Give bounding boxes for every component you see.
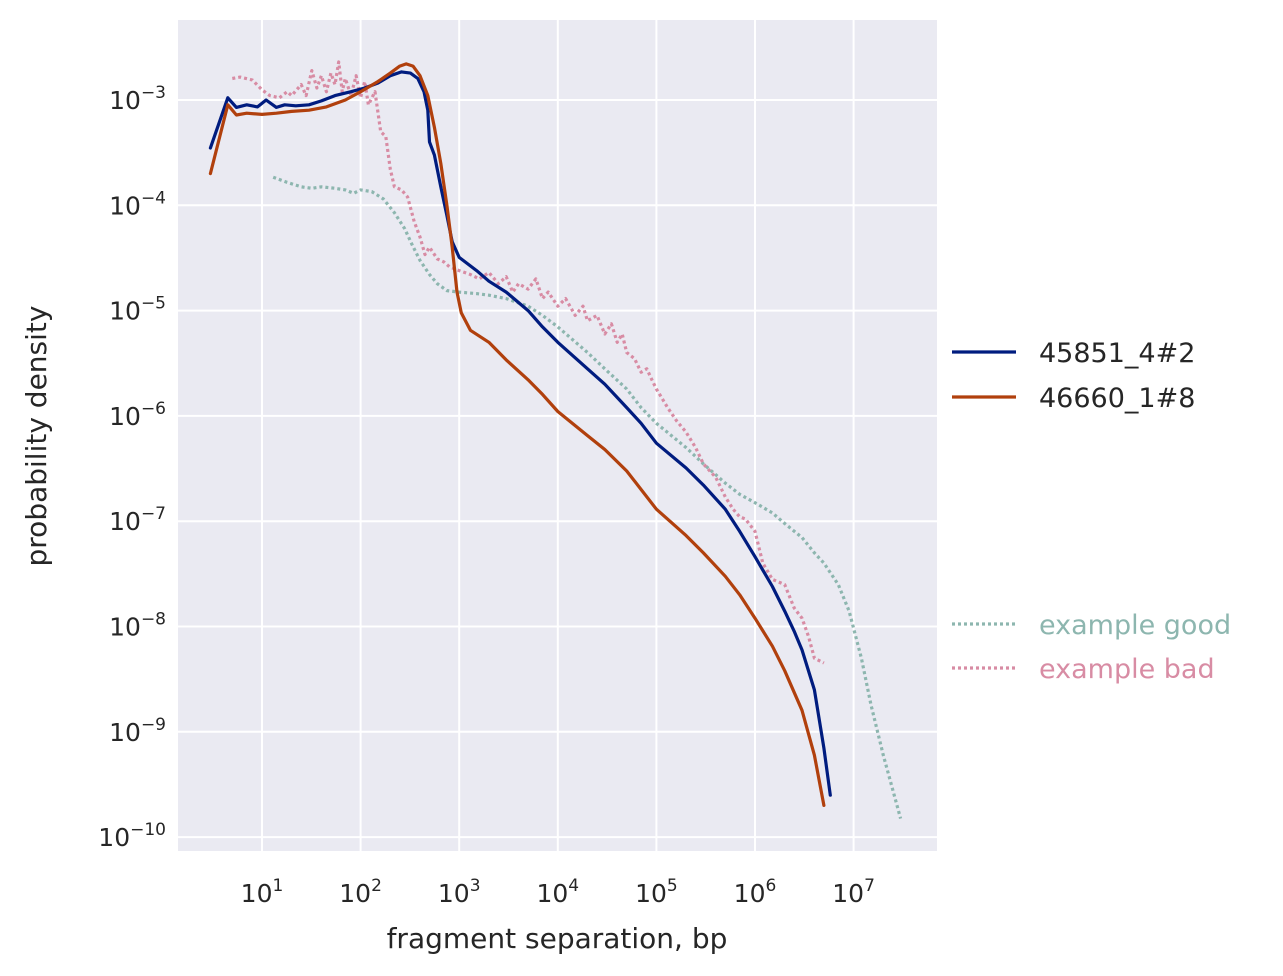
legend-label: example good: [1039, 610, 1231, 641]
y-tick-label: 10−9: [109, 715, 166, 747]
legend-item: 46660_1#8: [952, 383, 1195, 414]
y-tick-label: 10−4: [109, 188, 166, 220]
legend-label: 45851_4#2: [1039, 338, 1195, 369]
legend-label: 46660_1#8: [1039, 383, 1195, 414]
y-tick-label: 10−8: [109, 610, 166, 642]
legend-label: example bad: [1039, 654, 1215, 685]
y-tick-label: 10−3: [109, 83, 166, 115]
series-line-example-good: [272, 175, 903, 820]
x-tick-label: 104: [536, 876, 579, 908]
series-layer: [208, 60, 903, 820]
y-tick-label: 10−10: [98, 820, 166, 852]
x-tick-label: 106: [734, 876, 777, 908]
y-tick-label: 10−5: [109, 294, 166, 326]
y-axis-label: probability density: [20, 306, 53, 567]
y-axis-ticks: 10−10 10−9 10−8 10−7 10−6 10−5 10−4 10−3: [98, 83, 166, 852]
legend-item: example bad: [952, 654, 1215, 685]
grid-lines: [178, 20, 937, 851]
series-line-46660-1-8: [208, 62, 826, 807]
x-tick-label: 102: [339, 876, 382, 908]
y-tick-label: 10−7: [109, 504, 166, 536]
x-tick-label: 105: [635, 876, 678, 908]
x-tick-label: 101: [241, 876, 284, 908]
legend-item: 45851_4#2: [952, 338, 1195, 369]
y-tick-label: 10−6: [109, 399, 166, 431]
x-tick-label: 103: [438, 876, 481, 908]
legend-item: example good: [952, 610, 1231, 641]
x-axis-ticks: 101 102 103 104 105 106 107: [241, 876, 875, 908]
x-tick-label: 107: [832, 876, 875, 908]
series-line-example-bad: [232, 60, 825, 665]
x-axis-label: fragment separation, bp: [387, 922, 728, 955]
